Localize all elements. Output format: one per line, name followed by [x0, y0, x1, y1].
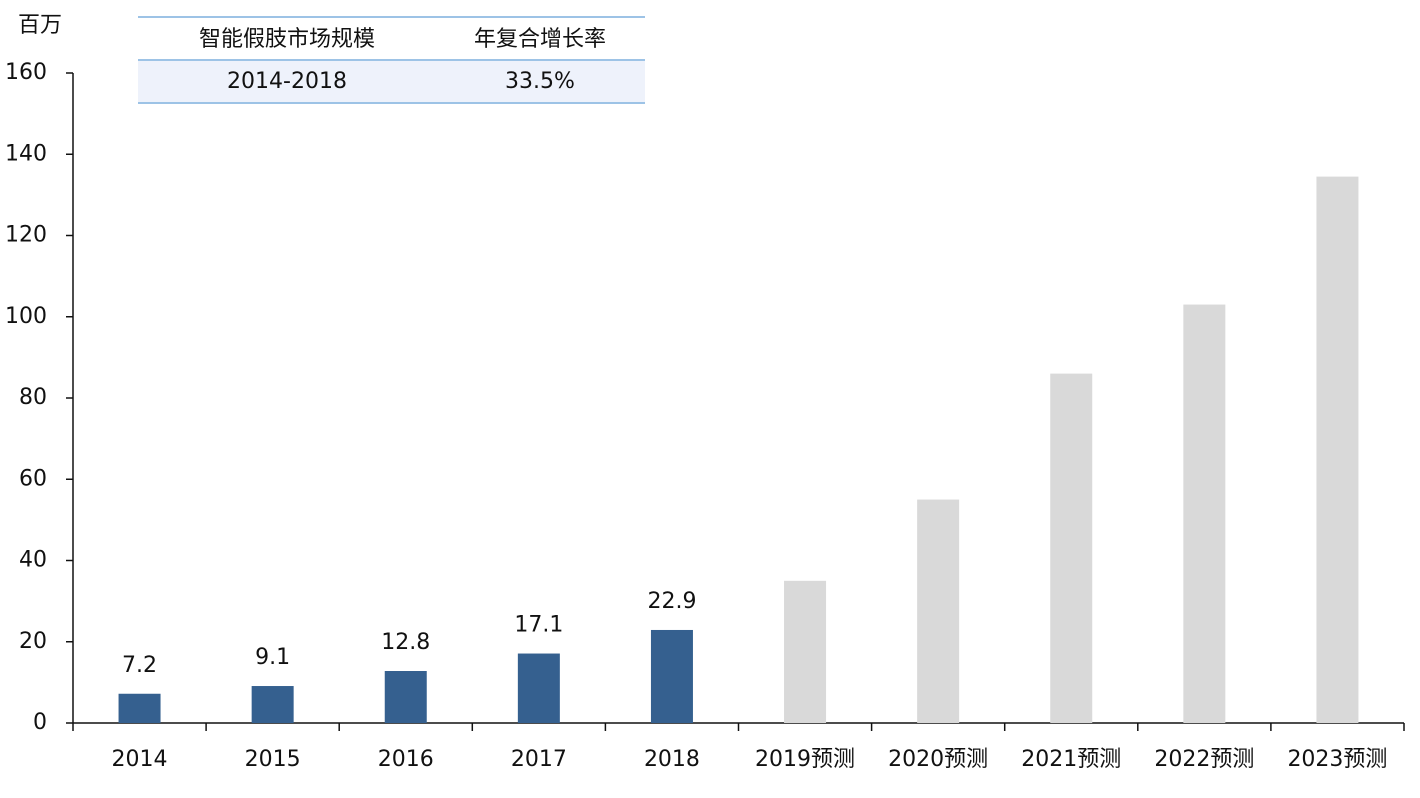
bar — [784, 580, 827, 723]
table-header: 年复合增长率 — [474, 27, 606, 52]
x-tick-label: 2014 — [112, 747, 168, 772]
x-tick-label: 2023预测 — [1287, 747, 1387, 772]
bar — [384, 671, 427, 723]
y-axis-unit: 百万 — [18, 13, 62, 38]
data-label: 7.2 — [122, 653, 157, 678]
table-cell: 2014-2018 — [227, 69, 347, 94]
x-tick-label: 2021预测 — [1021, 747, 1121, 772]
y-tick-label: 100 — [5, 304, 47, 329]
y-tick-label: 20 — [19, 629, 47, 654]
x-tick-label: 2015 — [245, 747, 301, 772]
bar — [650, 629, 693, 723]
data-label: 9.1 — [255, 645, 290, 670]
bar — [917, 499, 960, 723]
x-tick-label: 2017 — [511, 747, 567, 772]
bar — [517, 653, 560, 723]
bar — [1316, 176, 1359, 723]
data-label: 22.9 — [647, 589, 696, 614]
x-tick-label: 2019预测 — [755, 747, 855, 772]
bar — [1050, 373, 1093, 723]
table-header: 智能假肢市场规模 — [199, 27, 375, 52]
x-tick-label: 2020预测 — [888, 747, 988, 772]
y-tick-label: 140 — [5, 141, 47, 166]
y-tick-label: 160 — [5, 60, 47, 85]
x-tick-label: 2016 — [378, 747, 434, 772]
y-tick-label: 0 — [33, 710, 47, 735]
y-tick-label: 120 — [5, 223, 47, 248]
bar — [118, 693, 161, 723]
data-label: 17.1 — [514, 613, 563, 638]
y-tick-label: 40 — [19, 548, 47, 573]
table-cell: 33.5% — [505, 69, 575, 94]
bar — [251, 686, 294, 723]
y-tick-label: 80 — [19, 385, 47, 410]
x-tick-label: 2022预测 — [1154, 747, 1254, 772]
table-row-bg — [138, 60, 645, 103]
data-label: 12.8 — [381, 630, 430, 655]
bar — [1183, 304, 1226, 723]
x-tick-label: 2018 — [644, 747, 700, 772]
y-tick-label: 60 — [19, 466, 47, 491]
